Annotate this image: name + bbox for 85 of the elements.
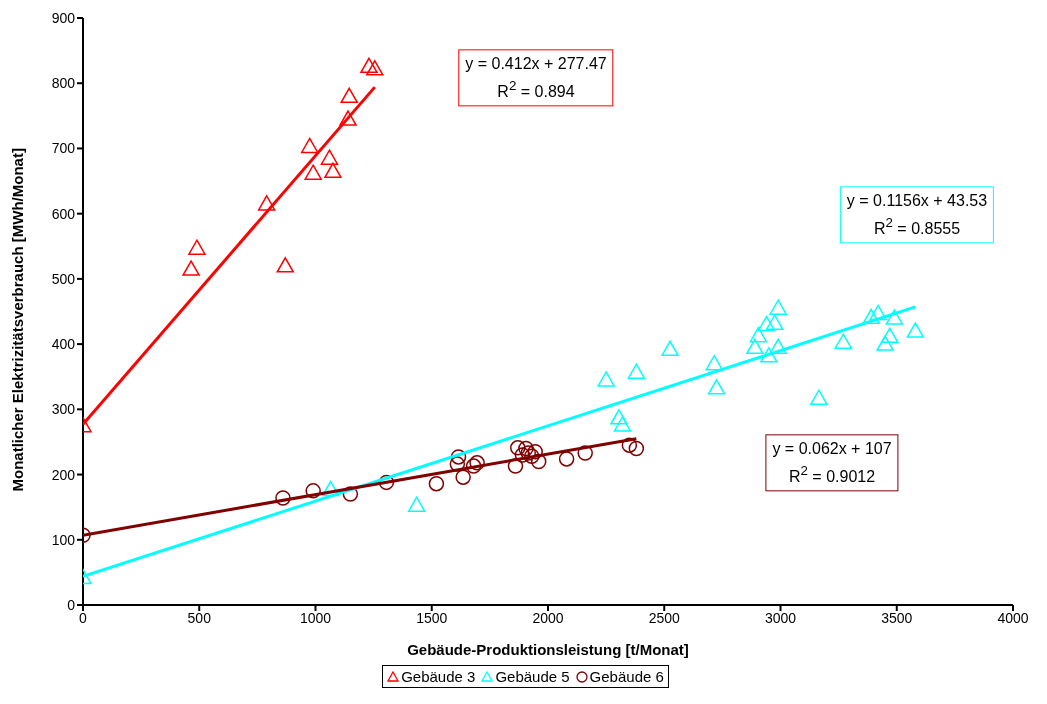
point [876, 335, 894, 351]
point [300, 137, 319, 154]
point [577, 445, 593, 461]
point [305, 483, 321, 499]
y-tick-label: 900 [51, 9, 76, 26]
point [449, 456, 466, 472]
point [705, 354, 723, 371]
point [324, 162, 342, 179]
point [469, 455, 485, 471]
annotation: y = 0.1156x + 43.53 R$^{2}$ = 0.8555 [839, 186, 995, 244]
point [746, 338, 764, 355]
point [507, 458, 524, 474]
y-tick-label: 400 [51, 336, 76, 353]
point [407, 496, 426, 512]
y-tick-label: 500 [51, 270, 76, 287]
point [340, 87, 358, 104]
point [360, 57, 378, 74]
y-tick-label: 700 [51, 140, 76, 157]
x-tick-label: 4000 [997, 609, 1029, 626]
point [182, 260, 200, 276]
point [810, 389, 828, 405]
point [342, 486, 359, 502]
x-tick-label: 1500 [416, 609, 448, 626]
x-tick-label: 2500 [648, 609, 681, 626]
legend-label: Gebäude 5 [494, 668, 570, 685]
point [518, 440, 534, 457]
point [707, 379, 726, 395]
y-tick-label: 300 [51, 401, 76, 418]
point [510, 440, 526, 456]
point [769, 338, 787, 355]
point [465, 458, 482, 474]
x-tick-label: 3000 [764, 609, 797, 626]
point [320, 149, 339, 165]
point [769, 299, 787, 315]
annotation: y = 0.062x + 107 R$^{2}$ = 0.9012 [765, 434, 899, 492]
point [765, 314, 784, 330]
point [514, 447, 531, 463]
point [757, 315, 776, 332]
point [627, 363, 646, 379]
point [610, 409, 628, 425]
point [661, 340, 679, 357]
point [621, 437, 638, 453]
point [275, 490, 291, 506]
point [257, 195, 276, 211]
point [527, 443, 543, 460]
y-axis-title: Monatlicher Elektrizitätsverbrauch [MWh/Monat] [9, 148, 27, 492]
point [276, 257, 295, 273]
point [834, 333, 853, 349]
point [530, 453, 547, 470]
point [378, 474, 395, 491]
x-tick-label: 0 [79, 609, 88, 626]
point [749, 326, 768, 343]
point [869, 304, 887, 321]
y-tick-label: 100 [51, 531, 76, 548]
point [188, 239, 206, 255]
point [520, 445, 536, 461]
legend-label: Gebäude 3 [400, 668, 476, 685]
point [628, 440, 645, 457]
x-tick-label: 500 [187, 609, 212, 626]
point [455, 469, 471, 485]
y-tick-label: 600 [51, 205, 76, 222]
point [881, 327, 899, 344]
point [321, 480, 340, 497]
point [366, 60, 384, 76]
point [613, 416, 632, 432]
point [597, 371, 615, 387]
x-tick-label: 3500 [881, 609, 913, 626]
annotation: y = 0.412x + 277.47 R$^{2}$ = 0.894 [458, 49, 614, 107]
point [428, 475, 445, 492]
x-tick-label: 1000 [299, 609, 332, 626]
y-tick-label: 800 [51, 75, 76, 92]
point [339, 110, 357, 126]
point [760, 347, 778, 363]
x-tick-label: 2000 [532, 609, 564, 626]
point [450, 449, 467, 465]
y-tick-label: 0 [67, 596, 76, 613]
point [523, 448, 540, 465]
legend-label: Gebäude 6 [588, 668, 664, 685]
point [906, 322, 925, 338]
point [885, 309, 904, 325]
point [862, 308, 880, 325]
y-tick-label: 200 [51, 466, 76, 483]
point [558, 451, 575, 467]
x-axis-title: Gebäude-Produktionsleistung [t/Monat] [407, 641, 689, 658]
point [304, 164, 322, 180]
